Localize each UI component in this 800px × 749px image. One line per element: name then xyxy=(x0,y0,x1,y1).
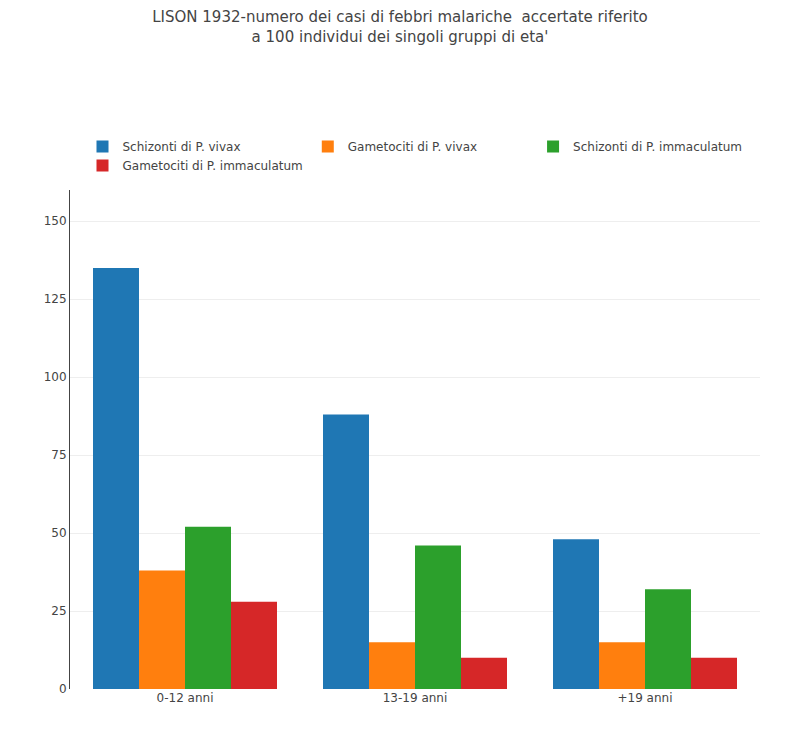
svg-text:150: 150 xyxy=(44,214,67,228)
svg-text:13-19 anni: 13-19 anni xyxy=(383,691,448,705)
svg-text:100: 100 xyxy=(44,370,67,384)
svg-text:75: 75 xyxy=(51,448,66,462)
svg-text:0: 0 xyxy=(59,682,67,696)
svg-text:LISON 1932-numero dei casi di: LISON 1932-numero dei casi di febbri mal… xyxy=(152,8,648,46)
svg-text:25: 25 xyxy=(51,604,66,618)
svg-text:Schizonti di P. vivax: Schizonti di P. vivax xyxy=(123,140,241,154)
svg-text:0-12 anni: 0-12 anni xyxy=(157,691,214,705)
svg-text:Gametociti di P. vivax: Gametociti di P. vivax xyxy=(348,140,477,154)
svg-text:125: 125 xyxy=(44,292,67,306)
svg-text:50: 50 xyxy=(51,526,66,540)
svg-text:Gametociti di P. immaculatum: Gametociti di P. immaculatum xyxy=(123,159,303,173)
svg-text:Schizonti di P. immaculatum: Schizonti di P. immaculatum xyxy=(573,140,742,154)
svg-text:+19 anni: +19 anni xyxy=(617,691,672,705)
